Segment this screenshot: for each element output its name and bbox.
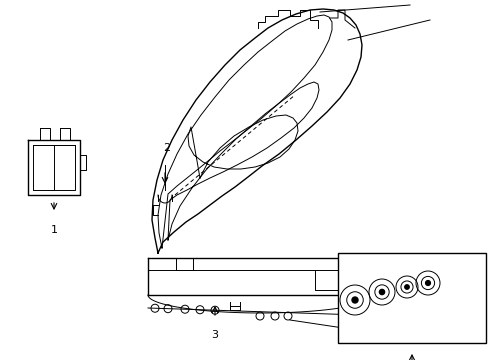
Text: 2: 2 [163, 143, 170, 153]
Circle shape [379, 289, 384, 294]
Circle shape [425, 280, 429, 285]
Text: 1: 1 [50, 225, 58, 235]
Text: 3: 3 [211, 330, 218, 340]
Circle shape [404, 285, 408, 289]
Bar [337, 253, 485, 343]
Circle shape [351, 297, 357, 303]
